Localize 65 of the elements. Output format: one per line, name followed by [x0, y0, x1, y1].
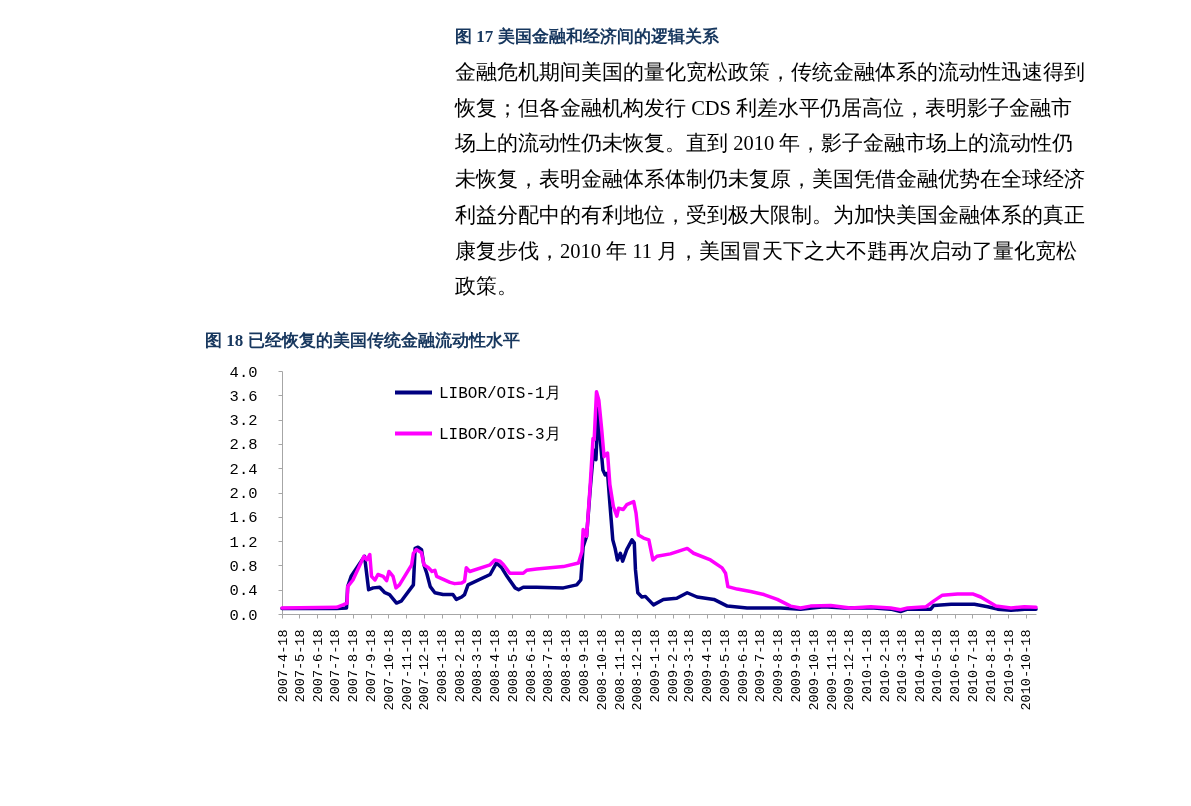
x-tick-label: 2008-2-18: [453, 629, 469, 703]
chart-title: 图 18 已经恢复的美国传统金融流动性水平: [205, 331, 520, 350]
x-tick-label: 2008-7-18: [541, 629, 557, 703]
x-tick-label: 2008-9-18: [577, 629, 593, 703]
x-tick-label: 2009-11-18: [824, 629, 840, 711]
x-tick-label: 2007-11-18: [399, 629, 415, 711]
x-tick-label: 2009-2-18: [666, 629, 682, 703]
y-tick-label: 1.6: [229, 509, 258, 528]
x-tick-label: 2009-9-18: [789, 629, 805, 703]
x-tick-label: 2009-4-18: [700, 629, 716, 703]
x-tick-label: 2009-3-18: [682, 629, 698, 703]
x-tick-label: 2007-5-18: [292, 629, 308, 703]
legend-label: LIBOR/OIS-1月: [439, 384, 561, 403]
x-tick-label: 2010-6-18: [948, 629, 964, 703]
y-tick-label: 0.8: [229, 557, 258, 576]
y-tick-label: 2.4: [229, 460, 258, 479]
y-tick-label: 0.4: [229, 582, 258, 601]
x-tick-label: 2007-6-18: [310, 629, 326, 703]
x-tick-label: 2009-8-18: [771, 629, 787, 703]
x-tick-label: 2009-12-18: [842, 629, 858, 711]
x-tick-label: 2010-10-18: [1019, 629, 1035, 711]
x-tick-label: 2007-8-18: [346, 629, 362, 703]
x-tick-label: 2008-3-18: [470, 629, 486, 703]
x-tick-label: 2009-6-18: [735, 629, 751, 703]
x-tick-label: 2007-4-18: [275, 629, 291, 703]
caption: 图 17 美国金融和经济间的逻辑关系: [455, 27, 720, 46]
text: 金融危机期间美国的量化宽松政策，传统金融体系的流动性迅速得到: [455, 61, 1085, 83]
y-tick-label: 0.0: [229, 606, 258, 625]
text: 恢复；但各金融机构发行 CDS 利差水平仍居高位，表明影子金融市: [454, 96, 1073, 119]
y-tick-label: 2.8: [229, 436, 258, 455]
text: 利益分配中的有利地位，受到极大限制。为加快美国金融体系的真正: [455, 203, 1085, 226]
x-tick-label: 2008-12-18: [630, 629, 646, 711]
x-tick-label: 2008-6-18: [523, 629, 539, 703]
x-tick-label: 2007-7-18: [328, 629, 344, 703]
x-tick-label: 2010-4-18: [912, 629, 928, 703]
y-tick-label: 3.6: [229, 387, 258, 406]
y-tick-label: 1.2: [229, 533, 258, 552]
x-tick-label: 2010-2-18: [878, 629, 894, 703]
x-tick-label: 2008-8-18: [559, 629, 575, 703]
y-tick-label: 3.2: [229, 412, 258, 431]
x-tick-label: 2009-1-18: [648, 629, 664, 703]
text: 场上的流动性仍未恢复。直到 2010 年，影子金融市场上的流动性仍: [454, 132, 1074, 155]
text: 未恢复，表明金融体系体制仍未复原，美国凭借金融优势在全球经济: [455, 168, 1085, 191]
x-tick-label: 2008-1-18: [435, 629, 451, 703]
x-tick-label: 2007-9-18: [364, 629, 380, 703]
x-tick-label: 2008-11-18: [612, 629, 628, 711]
x-tick-label: 2009-5-18: [717, 629, 733, 703]
x-tick-label: 2009-10-18: [806, 629, 822, 711]
x-tick-label: 2008-10-18: [594, 629, 610, 711]
x-tick-label: 2010-9-18: [1001, 629, 1017, 703]
x-tick-label: 2010-8-18: [983, 629, 999, 703]
x-tick-label: 2009-7-18: [753, 629, 769, 703]
y-tick-label: 4.0: [229, 363, 258, 382]
text: 政策。: [455, 275, 518, 298]
x-tick-label: 2010-1-18: [860, 629, 876, 703]
legend-label: LIBOR/OIS-3月: [439, 425, 561, 444]
x-tick-label: 2007-10-18: [381, 629, 397, 711]
x-tick-label: 2007-12-18: [417, 629, 433, 711]
text: 康复步伐，2010 年 11 月，美国冒天下之大不韪再次启动了量化宽松: [455, 239, 1078, 262]
x-tick-label: 2010-5-18: [930, 629, 946, 703]
x-tick-label: 2010-7-18: [965, 629, 981, 703]
y-tick-label: 2.0: [229, 485, 258, 503]
x-tick-label: 2008-4-18: [488, 629, 504, 703]
x-tick-label: 2008-5-18: [505, 629, 521, 703]
x-tick-label: 2010-3-18: [894, 629, 910, 703]
